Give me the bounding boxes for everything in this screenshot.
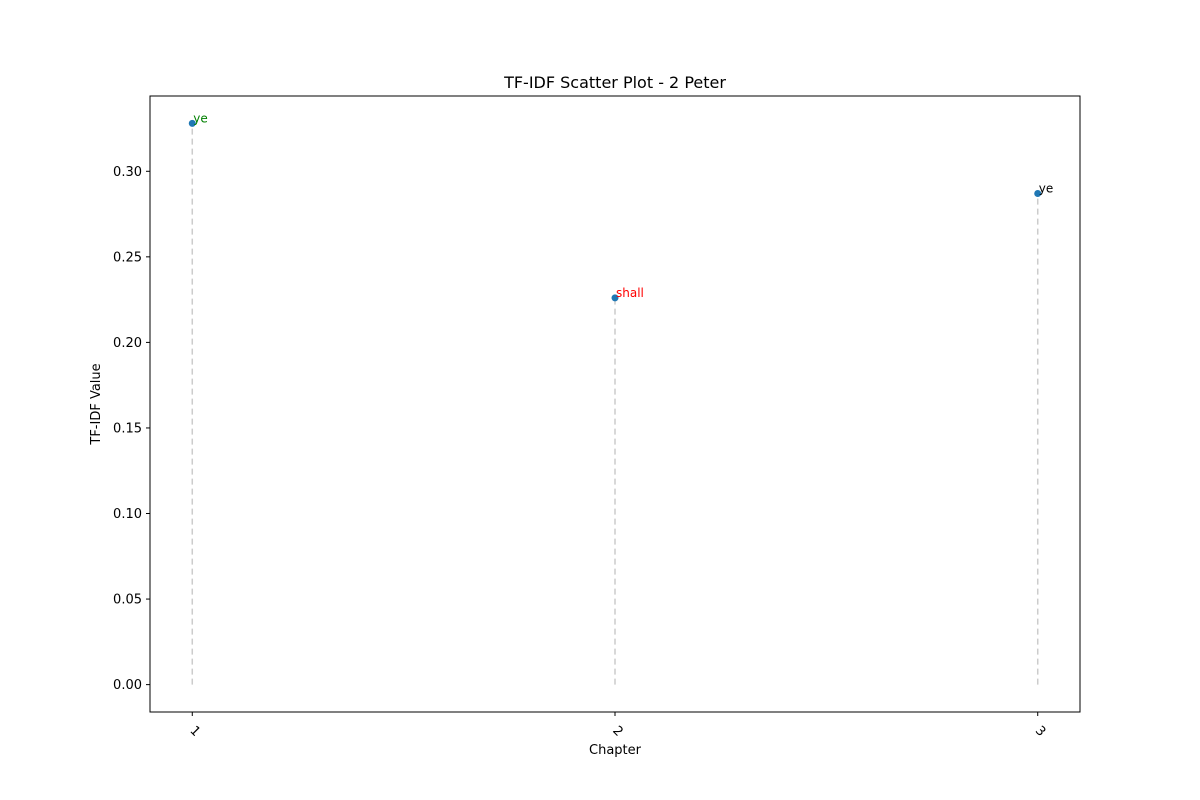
y-axis-label: TF-IDF Value <box>89 363 104 445</box>
y-tick-label: 0.25 <box>113 250 142 265</box>
y-tick-label: 0.20 <box>113 336 142 351</box>
y-tick-label: 0.10 <box>113 507 142 522</box>
chart-title: TF-IDF Scatter Plot - 2 Peter <box>503 73 726 92</box>
x-axis-label: Chapter <box>589 743 642 758</box>
data-points <box>188 119 1042 302</box>
data-point <box>611 294 619 302</box>
stem-lines <box>191 123 1039 685</box>
y-tick-label: 0.30 <box>113 165 142 180</box>
data-point <box>188 119 196 127</box>
y-axis-ticks: 0.00 0.05 0.10 0.15 0.20 0.25 0.30 <box>113 165 150 693</box>
point-labels: ye shall ye <box>193 111 1053 300</box>
data-point <box>1034 190 1042 198</box>
y-tick-label: 0.05 <box>113 593 142 608</box>
y-tick-label: 0.15 <box>113 421 142 436</box>
y-tick-label: 0.00 <box>113 678 142 693</box>
point-label: ye <box>193 111 207 125</box>
point-label: ye <box>1039 182 1053 196</box>
point-label: shall <box>616 286 644 300</box>
